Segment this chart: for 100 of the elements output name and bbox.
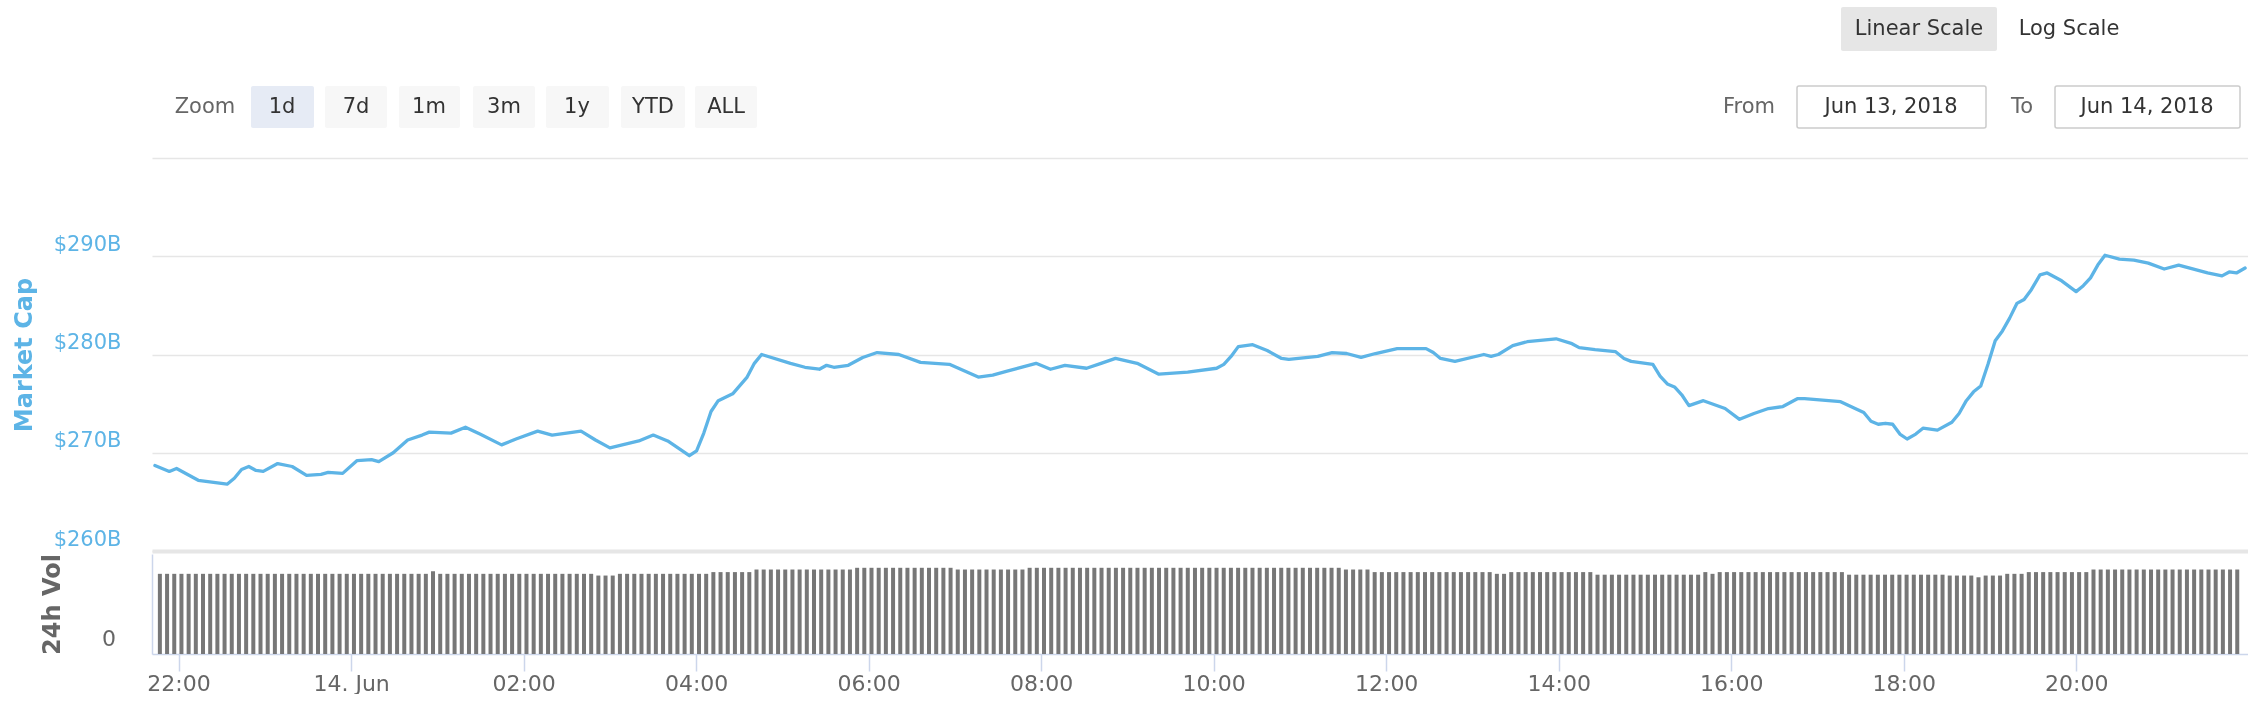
bar [466, 573, 471, 654]
y-tick-label: $280B [53, 330, 122, 354]
bar [337, 573, 342, 654]
bar [711, 572, 716, 654]
bar [1099, 567, 1104, 654]
text: Log Scale [2018, 16, 2120, 40]
bar [704, 573, 709, 654]
bar [546, 573, 551, 654]
bar [689, 573, 694, 654]
bar [962, 569, 967, 654]
bar [1796, 572, 1801, 654]
bar [2192, 569, 2197, 654]
bar [1890, 574, 1895, 654]
bar [776, 569, 781, 654]
bar [826, 569, 831, 654]
bar [1768, 572, 1773, 654]
bar [1113, 567, 1118, 654]
y-tick-label: $270B [53, 428, 122, 453]
bar [402, 573, 407, 654]
bar [2033, 572, 2038, 654]
bar [229, 573, 234, 654]
text: 0 [102, 626, 116, 651]
bar [991, 569, 996, 654]
bar [2062, 572, 2067, 654]
bar [2156, 569, 2161, 654]
bar [761, 569, 766, 654]
bar [955, 569, 960, 654]
bar [301, 573, 306, 654]
bar [2120, 569, 2125, 654]
text: 1d [268, 94, 296, 118]
bar [1998, 575, 2003, 654]
bar [1516, 572, 1521, 654]
bar [1387, 572, 1392, 654]
bar [553, 573, 558, 654]
bar [423, 573, 428, 654]
bar [1653, 574, 1658, 654]
bar [1178, 567, 1183, 654]
bar [2141, 569, 2146, 654]
bar [1272, 567, 1277, 654]
text: YTD [631, 94, 674, 118]
bar [1343, 569, 1348, 654]
bar [1854, 574, 1859, 654]
bar [1818, 572, 1823, 654]
bar [1667, 574, 1672, 654]
bar [948, 567, 953, 654]
bar [1034, 567, 1039, 654]
bar [1494, 573, 1499, 654]
bar [1839, 572, 1844, 654]
bar [330, 573, 335, 654]
bar [2228, 569, 2233, 654]
x-tick-label: 16:00 [1700, 670, 1764, 696]
bar [1473, 572, 1478, 654]
bar [323, 573, 328, 654]
bar [1509, 572, 1514, 654]
bar [1365, 569, 1370, 654]
bar [445, 573, 450, 654]
bar [1803, 572, 1808, 654]
bar [1940, 574, 1945, 654]
bar [308, 573, 313, 654]
bar [1444, 572, 1449, 654]
bar [560, 573, 565, 654]
bar [351, 573, 356, 654]
bar [481, 573, 486, 654]
bar [201, 573, 205, 654]
bar [610, 575, 615, 654]
bar [1192, 567, 1197, 654]
bar [2091, 569, 2096, 654]
bar [1293, 567, 1298, 654]
bar [1746, 572, 1751, 654]
x-tick-label: 12:00 [1354, 670, 1419, 696]
bar [1085, 567, 1090, 654]
bar [1307, 567, 1312, 654]
bar [1530, 572, 1535, 654]
bar [1430, 572, 1435, 654]
bar [1847, 574, 1852, 654]
text: ALL [707, 94, 746, 118]
text: From [1722, 94, 1776, 118]
bar [1739, 572, 1744, 654]
x-tick-label: 08:00 [1009, 670, 1074, 696]
bar [1063, 567, 1068, 654]
bar [1422, 572, 1427, 654]
bar [438, 573, 443, 654]
bar [1696, 574, 1701, 654]
bar [1962, 575, 1967, 654]
bar [1875, 574, 1880, 654]
text: Jun 14, 2018 [2078, 94, 2214, 118]
bar [244, 573, 249, 654]
bar [1954, 575, 1959, 654]
bar [179, 573, 184, 654]
bar [1228, 567, 1233, 654]
bar [208, 573, 213, 654]
bar [1379, 572, 1384, 654]
bar [1617, 574, 1622, 654]
bar [222, 573, 227, 654]
bar [1631, 574, 1636, 654]
bar [1688, 574, 1693, 654]
bar [783, 569, 788, 654]
x-tick-label: 22:00 [147, 670, 211, 696]
bar [280, 573, 285, 654]
bar [1128, 567, 1133, 654]
